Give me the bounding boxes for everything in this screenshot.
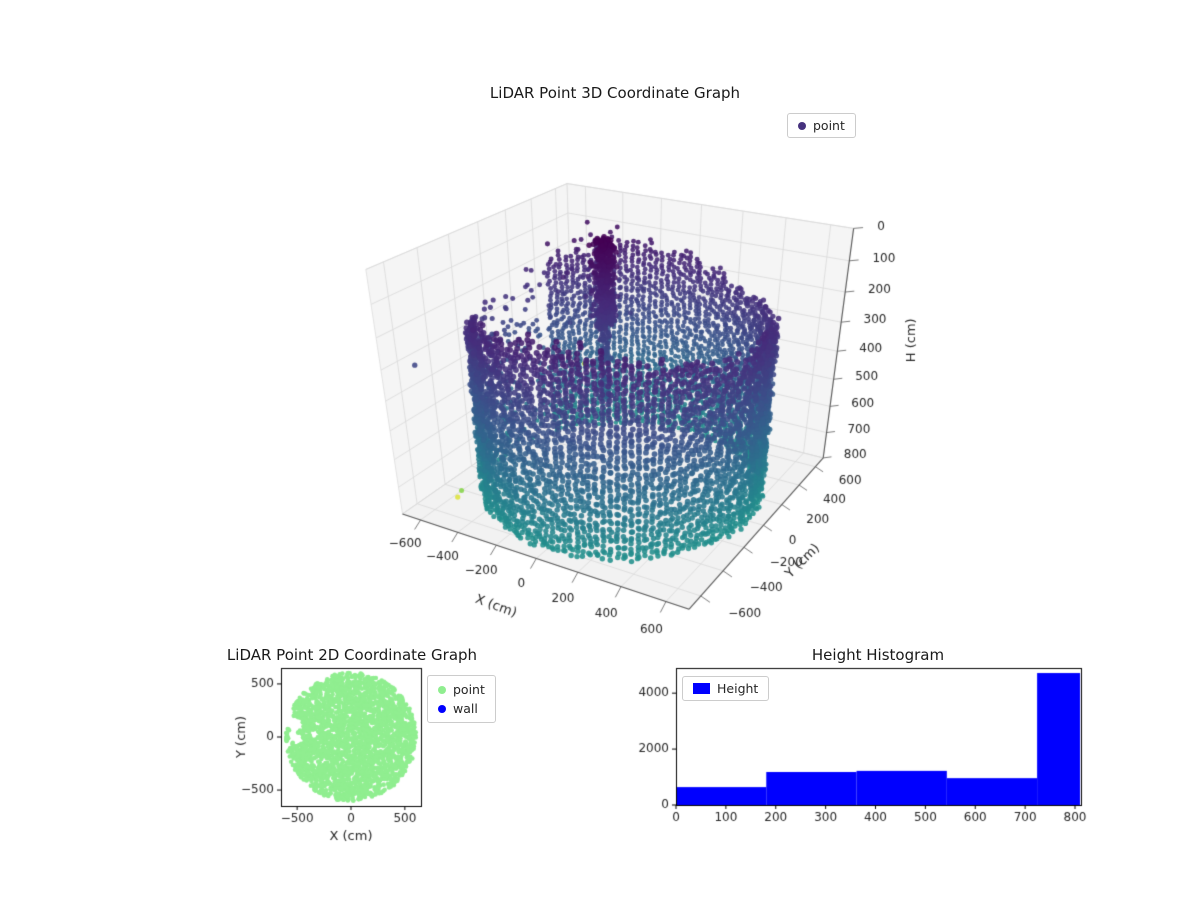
legend-label-height: Height	[717, 681, 759, 696]
legend-row-wall: wall	[438, 701, 478, 716]
legend-row-point: point	[438, 682, 485, 697]
legend-label-point-2d: point	[453, 682, 485, 697]
chart-3d-title: LiDAR Point 3D Coordinate Graph	[489, 84, 741, 102]
legend-label-point-3d: point	[813, 118, 845, 133]
chart-3d-legend: point	[787, 113, 856, 138]
chart-2d-title: LiDAR Point 2D Coordinate Graph	[226, 646, 478, 664]
chart-2d-legend: point wall	[427, 675, 496, 723]
histogram-legend: Height	[682, 676, 770, 701]
histogram-title: Height Histogram	[811, 646, 945, 664]
legend-label-wall-2d: wall	[453, 701, 478, 716]
point-marker-icon	[798, 121, 806, 130]
point-marker-icon	[438, 685, 446, 694]
wall-marker-icon	[438, 704, 446, 713]
height-patch-icon	[693, 683, 710, 694]
